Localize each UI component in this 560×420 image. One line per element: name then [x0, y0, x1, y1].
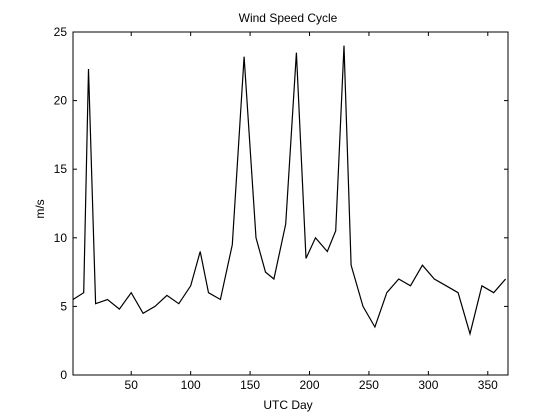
x-tick-label: 350 — [478, 378, 498, 392]
y-axis-label: m/s — [33, 199, 47, 218]
x-tick-label: 300 — [418, 378, 438, 392]
series-line-0 — [72, 45, 507, 337]
y-tick-label: 10 — [54, 231, 68, 245]
y-tick-label: 20 — [54, 94, 68, 108]
x-axis-label: UTC Day — [263, 398, 312, 412]
plot-area: 50 100 150 200 250 300 350 0 5 10 15 20 25 — [54, 25, 509, 392]
y-tick-label: 15 — [54, 162, 68, 176]
y-tick-label: 25 — [54, 25, 68, 39]
x-tick-label: 200 — [300, 378, 320, 392]
y-tick-label: 5 — [60, 299, 67, 313]
plot-frame — [72, 31, 509, 376]
x-tick-label: 150 — [240, 378, 260, 392]
y-tick-label: 0 — [60, 368, 67, 382]
chart-title: Wind Speed Cycle — [239, 11, 338, 25]
x-tick-label: 100 — [181, 378, 201, 392]
x-tick-label: 50 — [125, 378, 139, 392]
x-tick-label: 250 — [359, 378, 379, 392]
